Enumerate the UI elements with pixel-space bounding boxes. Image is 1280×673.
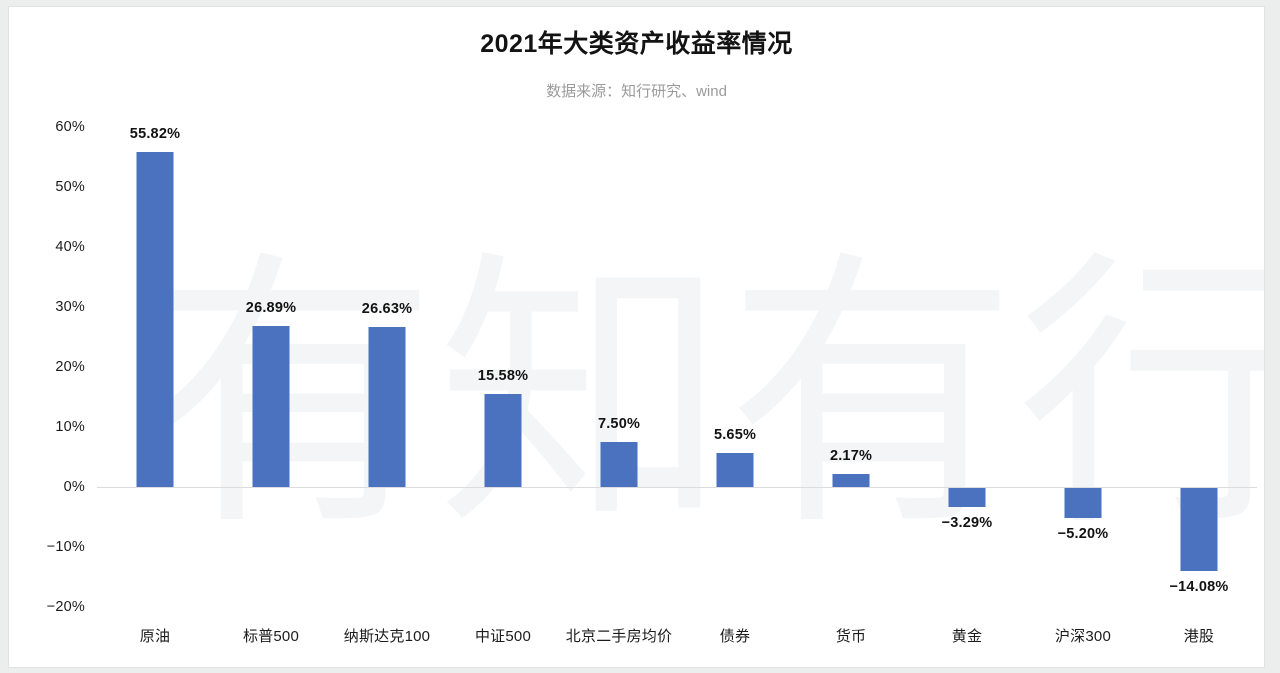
x-axis-category-label: 沪深300 <box>1054 628 1112 645</box>
bar-group[interactable]: −5.20% 沪深300 <box>1025 127 1141 645</box>
plot-area: 有知有行 60%50%40%30%20%10%0%−10%−20% 55.82%… <box>47 119 1264 645</box>
bar[interactable] <box>948 487 986 507</box>
x-axis-category-label: 货币 <box>835 628 867 645</box>
x-axis-category-label: 标普500 <box>242 628 300 645</box>
zero-axis-line <box>97 487 1257 488</box>
y-axis-tick: 0% <box>63 479 85 495</box>
bar-group[interactable]: −3.29% 黄金 <box>909 127 1025 645</box>
bar[interactable] <box>716 453 754 487</box>
bar-group[interactable]: 55.82% 原油 <box>97 126 213 645</box>
x-axis-category-label: 中证500 <box>474 628 532 645</box>
bar[interactable] <box>1180 487 1218 572</box>
x-axis-category-label: 纳斯达克100 <box>343 628 431 645</box>
bar-value-label: 15.58% <box>477 367 529 384</box>
chart-card: 2021年大类资产收益率情况 数据来源：知行研究、wind 有知有行 60%50… <box>8 6 1265 668</box>
bar-value-label: −5.20% <box>1057 526 1109 543</box>
bar[interactable] <box>252 325 290 487</box>
bar-group[interactable]: 26.63% 纳斯达克100 <box>329 127 445 645</box>
x-axis-category-label: 北京二手房均价 <box>565 628 673 645</box>
bar[interactable] <box>484 393 522 487</box>
bar[interactable] <box>1064 487 1102 519</box>
y-axis-tick: 60% <box>55 119 85 135</box>
y-axis-tick: 10% <box>55 419 85 435</box>
y-axis-tick: −20% <box>46 599 85 615</box>
chart-subtitle: 数据来源：知行研究、wind <box>546 83 727 100</box>
bar-value-label: −14.08% <box>1169 579 1229 596</box>
bar-value-label: −3.29% <box>941 514 993 531</box>
bar-group[interactable]: −14.08% 港股 <box>1141 127 1257 645</box>
bar-group[interactable]: 15.58% 中证500 <box>445 127 561 645</box>
y-axis-tick: 50% <box>55 179 85 195</box>
y-axis-tick: 20% <box>55 359 85 375</box>
x-axis-category-label: 债券 <box>719 628 751 645</box>
bar-value-label: 26.63% <box>361 301 413 318</box>
bar-value-label: 55.82% <box>129 126 181 143</box>
y-axis-tick: 40% <box>55 239 85 255</box>
bar-group[interactable]: 7.50% 北京二手房均价 <box>561 127 677 645</box>
y-axis-tick: −10% <box>46 539 85 555</box>
bar-value-label: 7.50% <box>597 416 641 432</box>
bar-value-label: 26.89% <box>245 299 297 316</box>
bar[interactable] <box>136 152 174 487</box>
bar[interactable] <box>832 473 870 487</box>
x-axis-category-label: 原油 <box>139 628 171 645</box>
bar-value-label: 5.65% <box>713 427 757 444</box>
page-title: 2021年大类资产收益率情况 <box>480 30 793 58</box>
bar-group[interactable]: 26.89% 标普500 <box>213 127 329 645</box>
x-axis-category-label: 港股 <box>1183 628 1215 645</box>
bar-group[interactable]: 2.17% 货币 <box>793 127 909 645</box>
bar-series: 55.82% 原油 26.89% 标普500 26.63% 纳斯达克100 15.58% 中证… <box>97 126 1257 645</box>
bar[interactable] <box>368 327 406 487</box>
bar[interactable] <box>600 442 638 487</box>
bar-value-label: 2.17% <box>829 447 873 464</box>
y-axis-tick: 30% <box>55 299 85 315</box>
x-axis-category-label: 黄金 <box>951 628 983 645</box>
bar-group[interactable]: 5.65% 债券 <box>677 127 793 645</box>
